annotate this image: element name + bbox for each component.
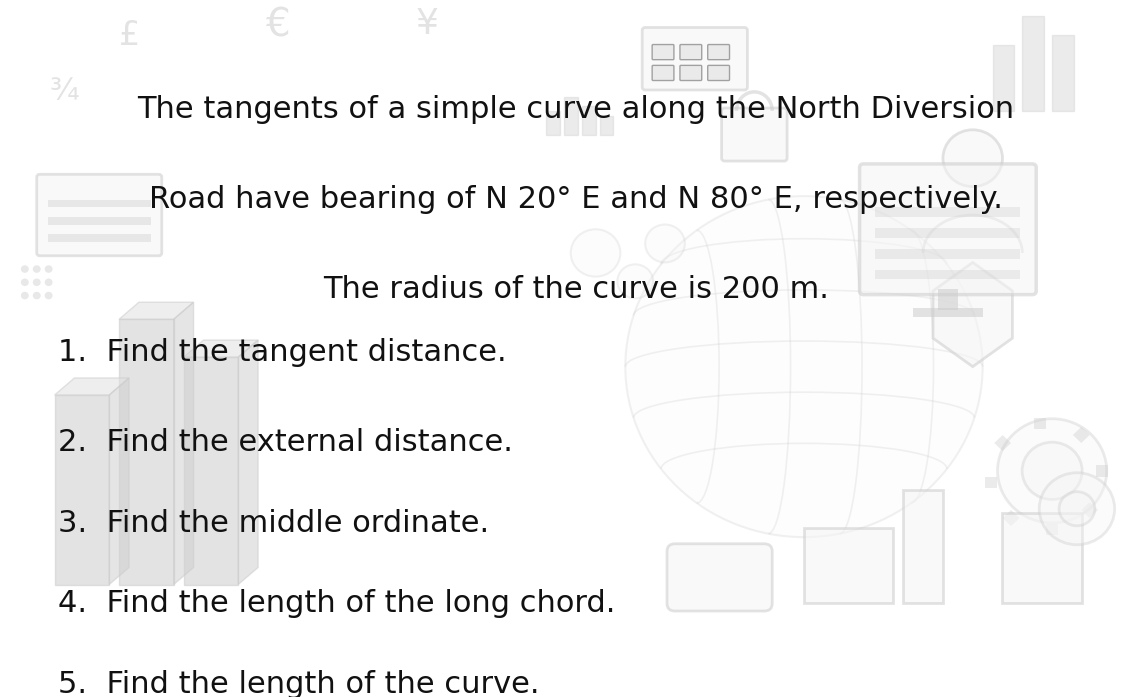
FancyBboxPatch shape (680, 66, 701, 81)
Text: ¾: ¾ (50, 77, 79, 107)
Bar (994, 435, 1011, 451)
Text: 2.  Find the external distance.: 2. Find the external distance. (58, 428, 512, 457)
Circle shape (1023, 442, 1082, 500)
Bar (875, 270, 1020, 279)
Polygon shape (174, 302, 194, 585)
Bar (599, 116, 613, 135)
FancyBboxPatch shape (722, 108, 787, 161)
Bar (914, 308, 983, 317)
Circle shape (617, 264, 653, 298)
Bar (1082, 502, 1098, 518)
Bar (564, 97, 578, 135)
Bar (903, 490, 943, 604)
Text: 4.  Find the length of the long chord.: 4. Find the length of the long chord. (58, 589, 615, 618)
FancyBboxPatch shape (859, 164, 1036, 295)
FancyBboxPatch shape (708, 66, 730, 81)
Text: £: £ (118, 19, 140, 52)
Text: €: € (266, 6, 291, 45)
Circle shape (998, 419, 1107, 523)
Polygon shape (119, 302, 194, 319)
Bar (54, 395, 109, 585)
FancyBboxPatch shape (653, 66, 674, 81)
Bar (1095, 465, 1108, 477)
Bar (581, 106, 596, 135)
FancyBboxPatch shape (642, 27, 748, 90)
Text: 3.  Find the middle ordinate.: 3. Find the middle ordinate. (58, 509, 489, 537)
Bar (1046, 524, 1058, 535)
Polygon shape (933, 262, 1012, 367)
Polygon shape (238, 340, 258, 585)
Bar (875, 208, 1020, 217)
Circle shape (20, 266, 28, 273)
Polygon shape (109, 378, 129, 585)
Text: 1.  Find the tangent distance.: 1. Find the tangent distance. (58, 338, 506, 367)
Bar (48, 217, 151, 224)
Bar (985, 477, 997, 488)
Circle shape (571, 229, 621, 277)
Circle shape (44, 279, 52, 286)
FancyBboxPatch shape (667, 544, 772, 611)
Circle shape (44, 292, 52, 299)
Bar (119, 319, 174, 585)
FancyBboxPatch shape (653, 45, 674, 60)
Bar (1023, 16, 1044, 111)
Bar (875, 229, 1020, 238)
Text: Road have bearing of N 20° E and N 80° E, respectively.: Road have bearing of N 20° E and N 80° E… (149, 185, 1002, 214)
Circle shape (645, 224, 684, 262)
Bar (1002, 510, 1019, 526)
Text: The radius of the curve is 200 m.: The radius of the curve is 200 m. (322, 275, 829, 304)
Circle shape (20, 279, 28, 286)
FancyBboxPatch shape (36, 174, 162, 256)
Circle shape (44, 266, 52, 273)
FancyBboxPatch shape (680, 45, 701, 60)
Bar (546, 111, 560, 135)
Polygon shape (184, 340, 258, 357)
Bar (1073, 427, 1090, 443)
Bar (1052, 35, 1074, 111)
Bar (48, 200, 151, 208)
Circle shape (33, 279, 41, 286)
Circle shape (625, 196, 983, 537)
Bar (875, 249, 1020, 259)
Bar (804, 528, 893, 604)
Circle shape (20, 292, 28, 299)
Circle shape (943, 130, 1002, 187)
Text: 5.  Find the length of the curve.: 5. Find the length of the curve. (58, 670, 539, 697)
Bar (48, 234, 151, 242)
Circle shape (1059, 491, 1095, 526)
Polygon shape (54, 378, 129, 395)
Bar (1034, 418, 1046, 429)
Circle shape (33, 266, 41, 273)
Bar (184, 357, 238, 585)
Circle shape (1040, 473, 1115, 545)
Text: The tangents of a simple curve along the North Diversion: The tangents of a simple curve along the… (137, 95, 1015, 124)
FancyBboxPatch shape (708, 45, 730, 60)
Circle shape (33, 292, 41, 299)
Text: ¥: ¥ (415, 7, 438, 40)
Bar (938, 289, 958, 309)
Bar (1002, 514, 1082, 604)
Bar (993, 45, 1015, 111)
